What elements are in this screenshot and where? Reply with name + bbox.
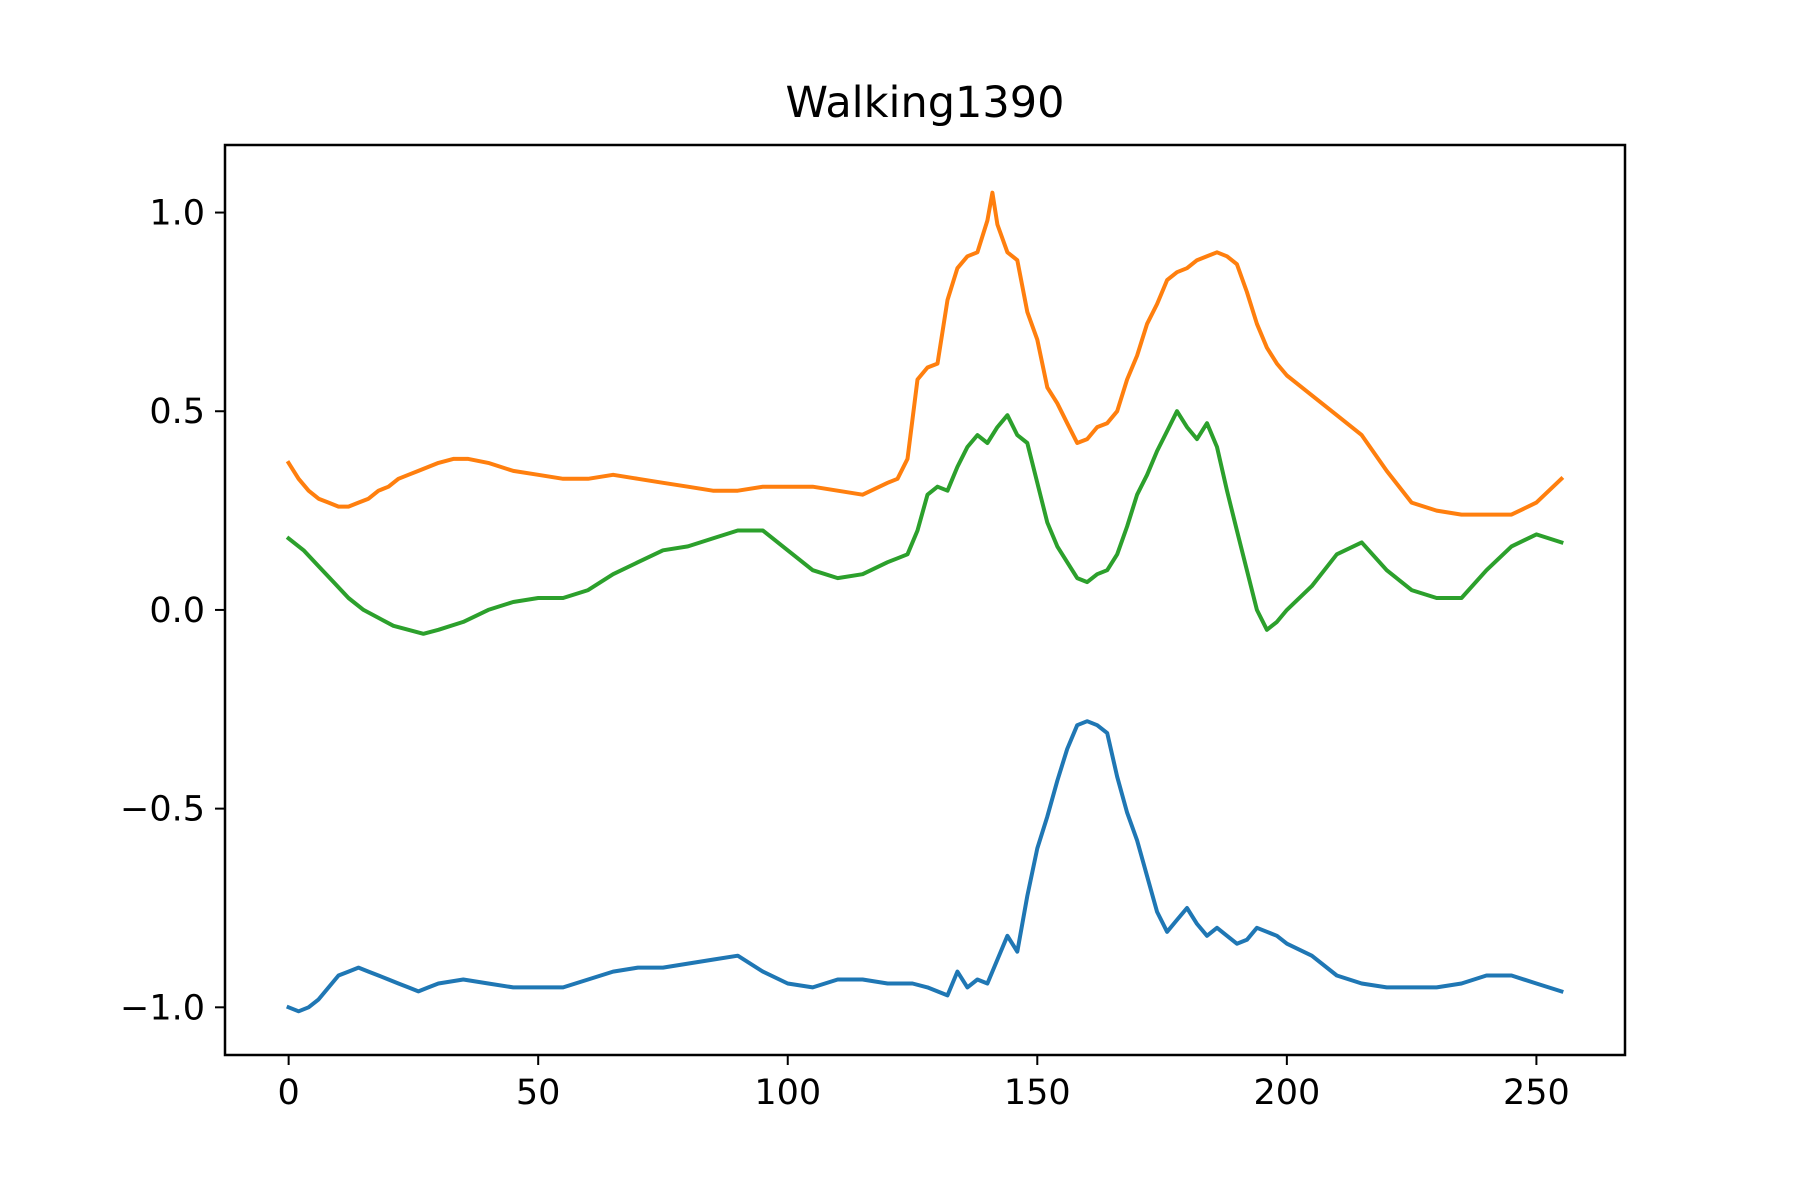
x-tick-label: 100: [754, 1073, 821, 1113]
x-tick-label: 200: [1253, 1073, 1320, 1113]
chart-title: Walking1390: [786, 78, 1065, 128]
x-tick-label: 250: [1503, 1073, 1570, 1113]
x-tick-label: 150: [1004, 1073, 1071, 1113]
series-line-3: [285, 409, 1564, 636]
plot-frame: [223, 143, 1627, 1057]
y-tick-label: 1.0: [149, 194, 205, 234]
series-line-1: [286, 719, 1564, 1014]
series-line-2: [285, 190, 1565, 517]
y-tick-label: −0.5: [120, 790, 205, 830]
x-tick-label: 0: [277, 1073, 299, 1113]
y-tick-label: 0.0: [149, 591, 205, 631]
series-layer: [285, 190, 1565, 1014]
y-tick-label: −1.0: [120, 988, 205, 1028]
x-axis: 0 50 100 150 200 250: [277, 1055, 1570, 1113]
x-tick-label: 50: [516, 1073, 561, 1113]
y-axis: −1.0 −0.5 0.0 0.5 1.0: [120, 194, 225, 1028]
y-tick-label: 0.5: [149, 392, 205, 432]
